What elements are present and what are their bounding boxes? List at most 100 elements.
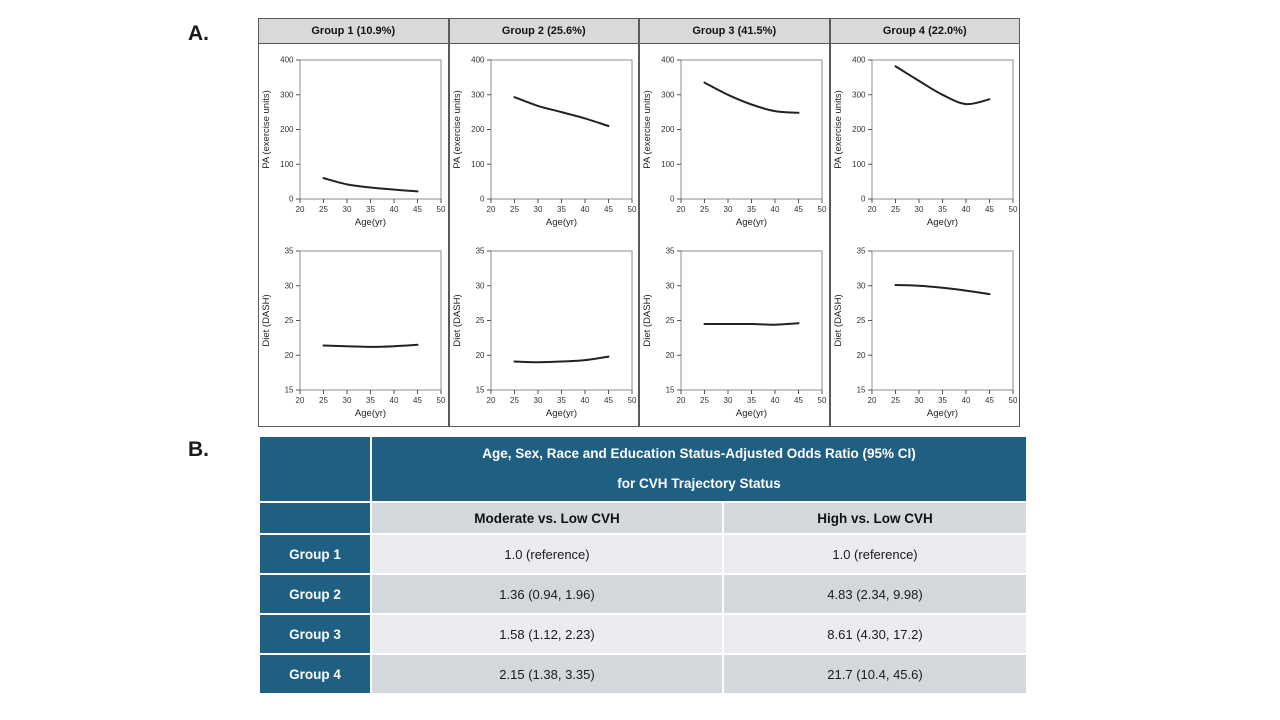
chart-group3-pa: 0 100 200 300 400 20 25 30 35 40 45 50 Age(yr) PA (ex… [640,44,829,235]
svg-text:50: 50 [627,396,636,405]
svg-text:40: 40 [771,205,780,214]
svg-text:20: 20 [867,396,876,405]
table-row: Group 2 1.36 (0.94, 1.96) 4.83 (2.34, 9.… [260,575,1027,613]
svg-text:30: 30 [533,205,542,214]
svg-text:Diet (DASH): Diet (DASH) [833,294,844,346]
svg-text:45: 45 [794,396,803,405]
odds-ratio-moderate: 1.36 (0.94, 1.96) [372,575,722,613]
svg-text:20: 20 [677,396,686,405]
chart-group3-diet: 15 20 25 30 35 20 25 30 35 40 45 50 Age(yr) Diet (DAS… [640,235,829,426]
group-header: Group 1 (10.9%) [259,19,448,44]
trajectory-line-chart: 0 100 200 300 400 20 25 30 35 40 45 50 Age(yr) PA (ex… [261,56,446,228]
column-header-high: High vs. Low CVH [724,503,1027,533]
svg-text:20: 20 [856,351,865,360]
table-row: Group 4 2.15 (1.38, 3.35) 21.7 (10.4, 45… [260,655,1027,693]
svg-text:20: 20 [666,351,675,360]
svg-text:400: 400 [661,56,675,65]
odds-ratio-moderate: 2.15 (1.38, 3.35) [372,655,722,693]
svg-text:25: 25 [475,316,484,325]
svg-text:30: 30 [666,281,675,290]
column-header-moderate: Moderate vs. Low CVH [372,503,722,533]
svg-text:300: 300 [280,90,294,99]
svg-text:20: 20 [296,205,305,214]
svg-text:20: 20 [285,351,294,360]
svg-text:300: 300 [471,90,485,99]
svg-text:30: 30 [914,396,923,405]
svg-text:50: 50 [818,205,827,214]
svg-text:Age(yr): Age(yr) [546,408,577,419]
svg-text:200: 200 [280,125,294,134]
svg-text:40: 40 [390,396,399,405]
svg-text:25: 25 [700,396,709,405]
svg-text:25: 25 [285,316,294,325]
svg-text:45: 45 [413,205,422,214]
svg-text:15: 15 [666,386,675,395]
svg-text:35: 35 [366,205,375,214]
odds-ratio-table: Age, Sex, Race and Education Status-Adju… [258,435,1029,695]
svg-text:25: 25 [666,316,675,325]
group-header: Group 3 (41.5%) [640,19,829,44]
svg-text:35: 35 [557,396,566,405]
svg-text:25: 25 [700,205,709,214]
svg-text:100: 100 [280,160,294,169]
svg-text:Diet (DASH): Diet (DASH) [642,294,653,346]
chart-group4-diet: 15 20 25 30 35 20 25 30 35 40 45 50 Age(yr) Diet (DAS… [831,235,1020,426]
svg-text:35: 35 [666,247,675,256]
svg-text:50: 50 [437,205,446,214]
group-header: Group 2 (25.6%) [449,19,638,44]
svg-text:25: 25 [319,205,328,214]
svg-text:35: 35 [938,205,947,214]
svg-text:15: 15 [475,386,484,395]
svg-text:45: 45 [985,396,994,405]
svg-text:PA (exercise units): PA (exercise units) [261,90,272,169]
svg-text:45: 45 [794,205,803,214]
trajectory-line-chart: 0 100 200 300 400 20 25 30 35 40 45 50 Age(yr) PA (ex… [452,56,637,228]
svg-text:400: 400 [471,56,485,65]
svg-text:35: 35 [856,247,865,256]
svg-text:20: 20 [486,205,495,214]
chart-group2-diet: 15 20 25 30 35 20 25 30 35 40 45 50 Age(yr) Diet (DAS… [450,235,639,426]
svg-text:30: 30 [533,396,542,405]
svg-text:50: 50 [1008,396,1017,405]
svg-text:Age(yr): Age(yr) [927,217,958,228]
svg-text:35: 35 [747,396,756,405]
odds-ratio-high: 8.61 (4.30, 17.2) [724,615,1027,653]
svg-text:30: 30 [343,205,352,214]
odds-ratio-moderate: 1.0 (reference) [372,535,722,573]
svg-text:40: 40 [771,396,780,405]
svg-text:25: 25 [319,396,328,405]
panel-a-label: A. [188,22,209,45]
svg-text:Age(yr): Age(yr) [355,217,386,228]
svg-text:35: 35 [557,205,566,214]
svg-text:30: 30 [856,281,865,290]
chart-group2-pa: 0 100 200 300 400 20 25 30 35 40 45 50 Age(yr) PA (ex… [450,44,639,235]
svg-text:0: 0 [670,195,675,204]
svg-text:30: 30 [724,205,733,214]
trajectory-line-chart: 0 100 200 300 400 20 25 30 35 40 45 50 Age(yr) PA (ex… [642,56,827,228]
svg-text:30: 30 [343,396,352,405]
odds-ratio-high: 4.83 (2.34, 9.98) [724,575,1027,613]
svg-text:Age(yr): Age(yr) [546,217,577,228]
svg-text:0: 0 [289,195,294,204]
svg-text:20: 20 [475,351,484,360]
svg-text:45: 45 [985,205,994,214]
svg-text:40: 40 [961,396,970,405]
chart-group4-pa: 0 100 200 300 400 20 25 30 35 40 45 50 Age(yr) PA (ex… [831,44,1020,235]
trajectory-column-group2: Group 2 (25.6%) 0 100 200 300 400 20 25 30 35 40 4… [448,18,639,427]
table-subheader-corner [260,503,370,533]
svg-text:45: 45 [604,205,613,214]
svg-text:30: 30 [724,396,733,405]
svg-text:40: 40 [580,396,589,405]
svg-text:400: 400 [280,56,294,65]
svg-text:45: 45 [413,396,422,405]
svg-text:PA (exercise units): PA (exercise units) [452,90,463,169]
svg-text:25: 25 [510,205,519,214]
svg-text:25: 25 [891,396,900,405]
svg-text:50: 50 [627,205,636,214]
table-row: Group 1 1.0 (reference) 1.0 (reference) [260,535,1027,573]
svg-text:Age(yr): Age(yr) [736,408,767,419]
svg-text:300: 300 [852,90,866,99]
svg-text:25: 25 [856,316,865,325]
